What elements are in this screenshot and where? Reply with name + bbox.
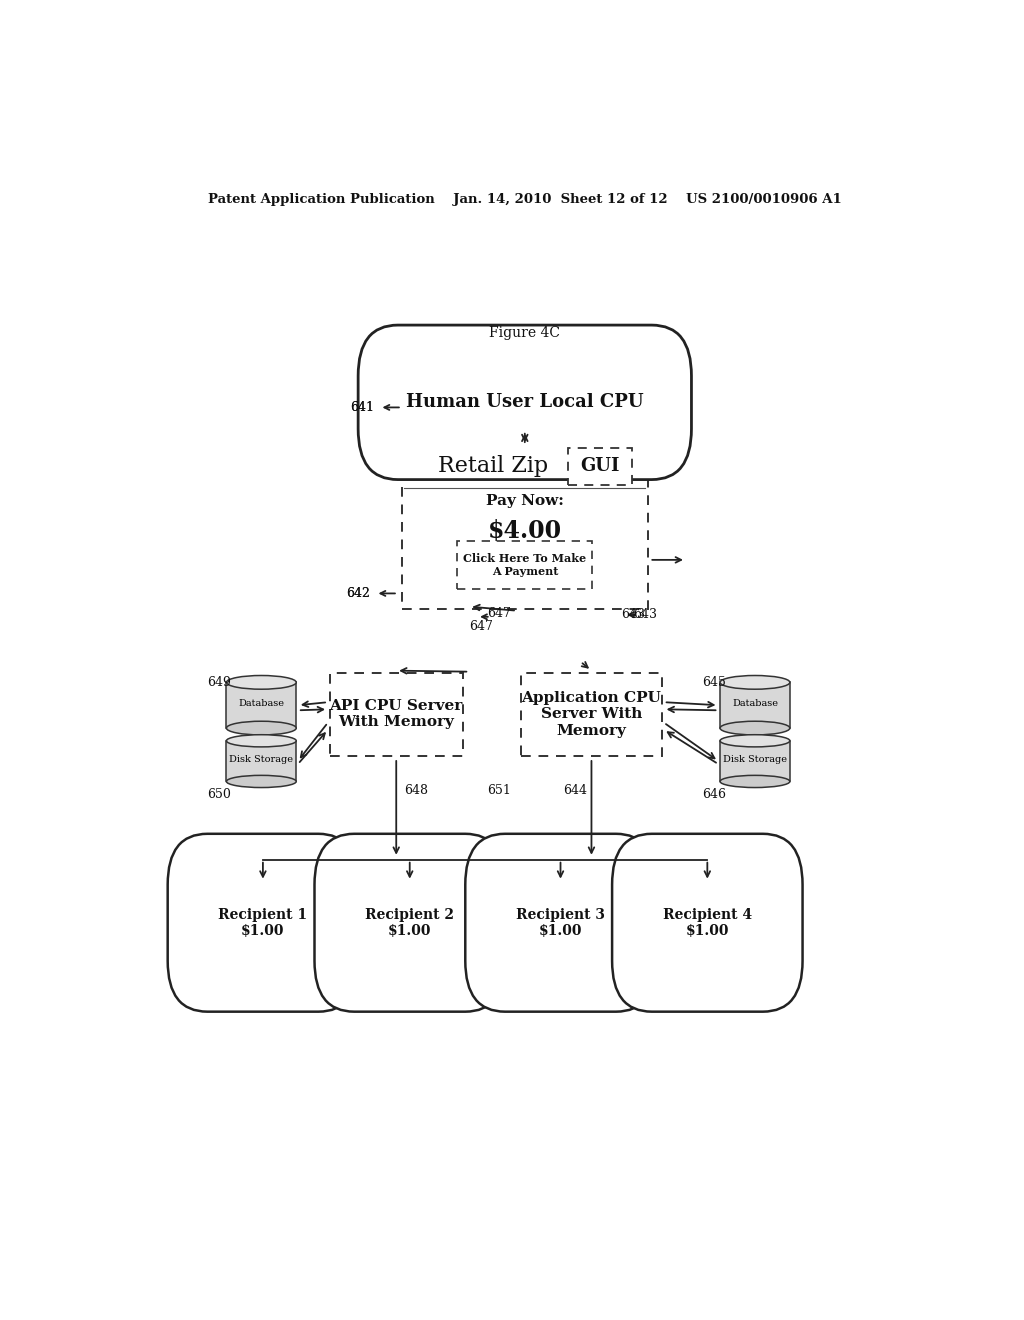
Text: 645: 645	[701, 676, 726, 689]
Ellipse shape	[720, 676, 790, 689]
Text: Patent Application Publication    Jan. 14, 2010  Sheet 12 of 12    US 2100/00109: Patent Application Publication Jan. 14, …	[208, 193, 842, 206]
Text: Pay Now:: Pay Now:	[485, 494, 564, 508]
Text: 647: 647	[469, 620, 494, 634]
Bar	[568, 447, 632, 484]
Text: Figure 4C: Figure 4C	[489, 326, 560, 341]
Text: Database: Database	[239, 698, 285, 708]
Text: Recipient 4
$1.00: Recipient 4 $1.00	[663, 908, 752, 937]
Ellipse shape	[226, 721, 296, 735]
Text: Recipient 1
$1.00: Recipient 1 $1.00	[218, 908, 307, 937]
Ellipse shape	[720, 735, 790, 747]
FancyBboxPatch shape	[358, 325, 691, 479]
Bar	[458, 541, 592, 589]
FancyBboxPatch shape	[720, 741, 790, 781]
Text: 643: 643	[634, 609, 657, 622]
Text: Recipient 2
$1.00: Recipient 2 $1.00	[366, 908, 455, 937]
Text: Click Here To Make
A Payment: Click Here To Make A Payment	[463, 553, 587, 577]
FancyBboxPatch shape	[314, 834, 505, 1011]
Text: Disk Storage: Disk Storage	[229, 755, 293, 763]
Text: 650: 650	[207, 788, 231, 801]
Text: Application CPU
Server With
Memory: Application CPU Server With Memory	[521, 692, 662, 738]
Text: 648: 648	[404, 784, 428, 797]
Text: 647: 647	[486, 607, 511, 620]
FancyBboxPatch shape	[168, 834, 358, 1011]
FancyBboxPatch shape	[612, 834, 803, 1011]
Text: 644: 644	[563, 784, 587, 797]
Text: $4.00: $4.00	[487, 519, 562, 544]
Text: 649: 649	[207, 676, 231, 689]
Text: 646: 646	[701, 788, 726, 801]
FancyBboxPatch shape	[465, 834, 655, 1011]
Text: GUI: GUI	[581, 457, 620, 475]
Ellipse shape	[226, 775, 296, 788]
Text: 643: 643	[622, 609, 645, 622]
Text: Database: Database	[732, 698, 778, 708]
FancyBboxPatch shape	[226, 682, 296, 729]
Text: 642: 642	[346, 587, 370, 599]
Text: API CPU Server
With Memory: API CPU Server With Memory	[330, 700, 463, 730]
Bar	[401, 444, 648, 609]
Bar	[330, 673, 463, 756]
FancyBboxPatch shape	[720, 682, 790, 729]
Text: 641: 641	[350, 401, 374, 414]
Ellipse shape	[720, 721, 790, 735]
Ellipse shape	[226, 735, 296, 747]
Text: 642: 642	[346, 587, 370, 599]
Text: Retail Zip: Retail Zip	[438, 455, 548, 478]
Ellipse shape	[226, 676, 296, 689]
Text: 641: 641	[350, 401, 374, 414]
FancyBboxPatch shape	[226, 741, 296, 781]
Text: Human User Local CPU: Human User Local CPU	[406, 393, 644, 412]
Ellipse shape	[720, 775, 790, 788]
Text: Disk Storage: Disk Storage	[723, 755, 787, 763]
Bar	[521, 673, 663, 756]
Text: 651: 651	[487, 784, 511, 797]
Text: Recipient 3
$1.00: Recipient 3 $1.00	[516, 908, 605, 937]
